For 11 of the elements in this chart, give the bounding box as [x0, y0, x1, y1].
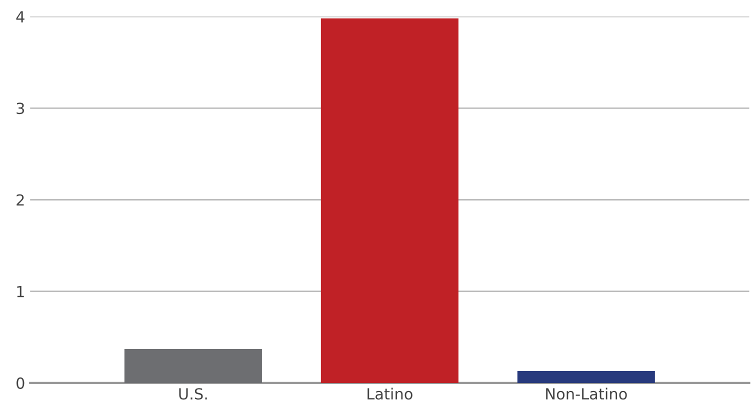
y-tick-label: 0: [16, 377, 24, 389]
x-tick-label: U.S.: [179, 388, 207, 400]
y-tick-label: 3: [16, 102, 24, 114]
bar: [320, 18, 458, 383]
x-tick-label: Latino: [368, 388, 412, 400]
bar: [517, 371, 655, 383]
bar: [124, 349, 262, 383]
y-tick-label: 1: [17, 286, 24, 298]
y-tick-label: 2: [16, 194, 24, 206]
y-tick-label: 4: [16, 11, 24, 22]
x-tick-label: Non-Latino: [546, 388, 627, 400]
